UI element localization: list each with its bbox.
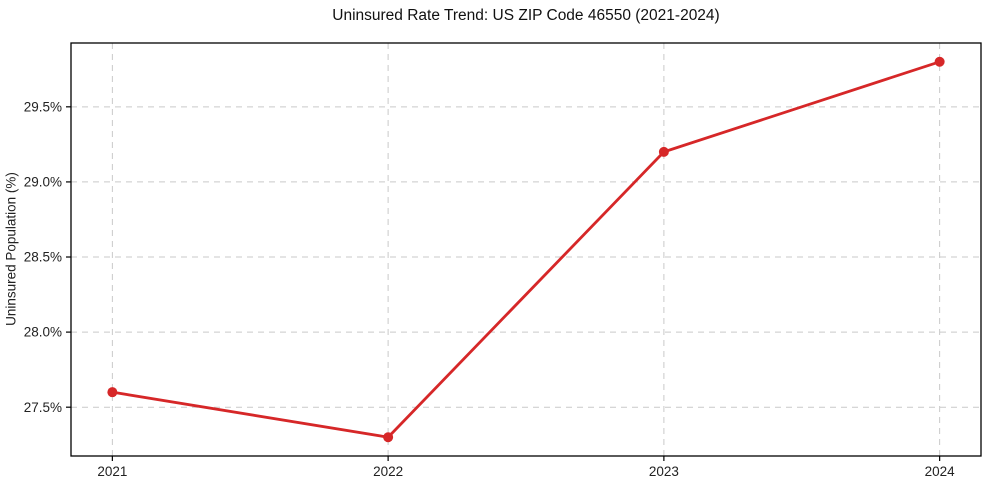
y-axis-label: Uninsured Population (%) [3, 172, 19, 326]
x-tick-label: 2021 [97, 464, 127, 479]
data-point-2022 [383, 432, 394, 443]
data-point-2021 [107, 387, 118, 398]
y-tick-label: 28.0% [24, 325, 62, 340]
x-tick-label: 2024 [925, 464, 956, 479]
data-point-2023 [658, 146, 669, 157]
y-tick-label: 29.5% [24, 99, 62, 114]
y-tick-label: 29.0% [24, 175, 62, 190]
x-tick-label: 2022 [373, 464, 403, 479]
plot-border [70, 42, 982, 457]
x-tick-label: 2023 [649, 464, 679, 479]
y-tick-label: 27.5% [24, 400, 62, 415]
trend-line [110, 60, 942, 439]
y-tick-label: 28.5% [24, 250, 62, 265]
chart-title: Uninsured Rate Trend: US ZIP Code 46550 … [332, 7, 720, 24]
data-point-2024 [934, 56, 945, 67]
